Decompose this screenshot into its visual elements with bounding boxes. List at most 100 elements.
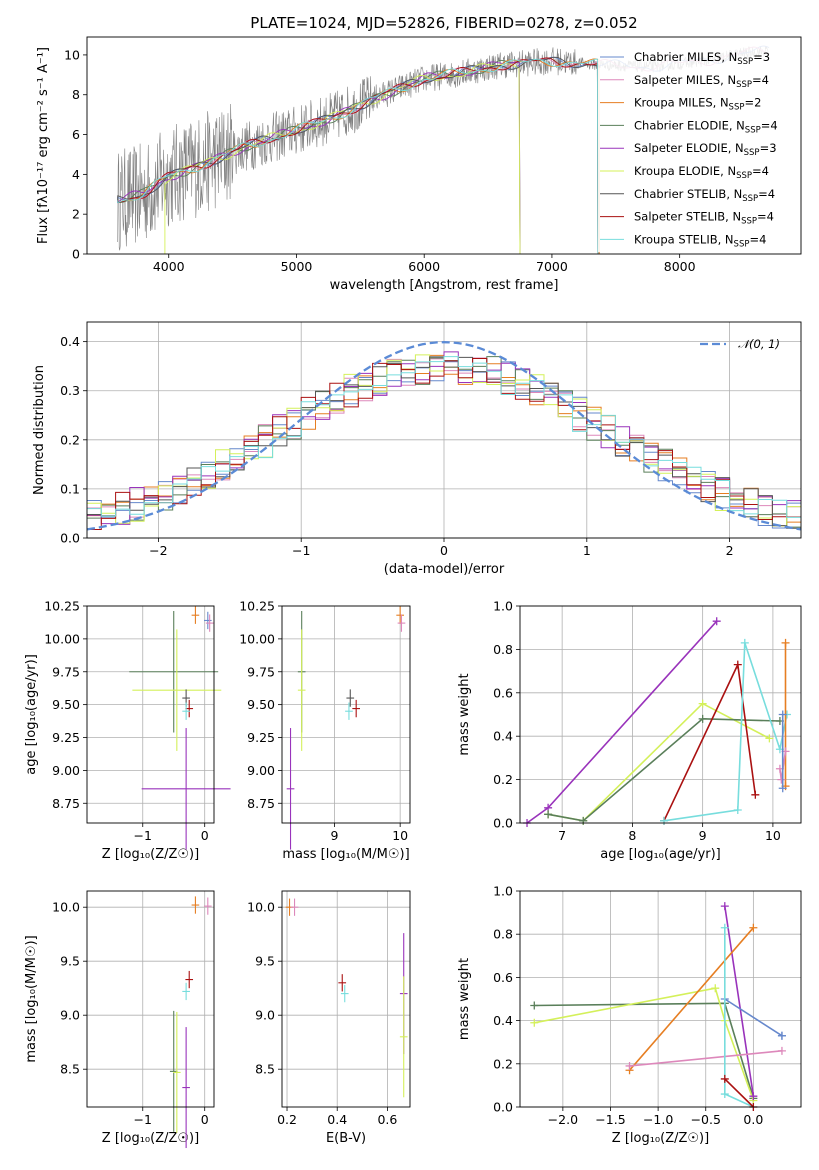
legend-label: Salpeter ELODIE, NSSP=3 [634, 141, 777, 158]
y-tick-label: 0.2 [493, 1056, 513, 1071]
weight-line-kroupa-elodie [534, 987, 755, 1101]
figure-title: PLATE=1024, MJD=52826, FIBERID=0278, z=0… [250, 14, 637, 32]
axes-frame [519, 890, 802, 1108]
data-point-marker [765, 734, 774, 743]
data-point-marker [720, 1090, 729, 1099]
y-tick-label: 9.25 [52, 730, 80, 745]
x-tick-label: −1 [292, 543, 310, 558]
data-point-marker [720, 902, 729, 911]
x-tick-label: 9 [331, 828, 339, 843]
y-tick-label: 0.4 [493, 729, 513, 744]
legend-label: Salpeter STELIB, NSSP=4 [634, 210, 774, 227]
x-tick-label: 7 [558, 828, 566, 843]
y-tick-label: 10.25 [239, 599, 275, 614]
y-tick-label: 9.00 [52, 763, 80, 778]
plot-area [523, 617, 791, 827]
y-tick-label: 0.2 [60, 432, 80, 447]
data-point-marker [660, 816, 669, 825]
x-tick-label: −2 [149, 543, 167, 558]
axes-frame [86, 605, 215, 824]
y-tick-label: 8.5 [255, 1062, 275, 1077]
weight-line-kroupa-miles [628, 927, 755, 1071]
model-line-salpeter-elodie [117, 61, 521, 254]
y-tick-label: 10.25 [44, 599, 80, 614]
x-axis-label: mass [log₁₀(M/M☉)] [282, 847, 409, 862]
weight-line-salpeter-stelib [663, 661, 757, 822]
y-tick-label: 10.0 [52, 900, 80, 915]
axes-frame [86, 36, 802, 255]
data-point-marker [698, 714, 707, 723]
y-tick-label: 0.1 [60, 481, 80, 496]
axes-frame [281, 890, 411, 1108]
x-axis-label: age [log₁₀(age/yr)] [600, 847, 721, 862]
x-tick-label: −1 [134, 828, 152, 843]
y-tick-label: 9.25 [247, 730, 275, 745]
x-tick-label: −2.0 [548, 1112, 578, 1127]
y-tick-label: 9.00 [247, 763, 275, 778]
x-tick-label: 10 [765, 828, 781, 843]
x-axis-label: Z [log₁₀(Z/Z☉)] [612, 1131, 709, 1146]
model-line-kroupa-stelib [117, 58, 599, 254]
weight-line-salpeter-elodie [724, 905, 755, 1097]
y-tick-label: 0.0 [60, 531, 80, 546]
x-tick-label: 0 [440, 543, 448, 558]
x-tick-label: 5000 [281, 259, 313, 274]
panel-mass_vs_ebv: 0.2 0.4 0.6 8.5 9.0 9.5 10.0 E(B-V) [247, 890, 411, 1146]
data-point-marker [544, 810, 553, 819]
y-tick-label: 9.0 [255, 1008, 275, 1023]
x-axis-label: Z [log₁₀(Z/Z☉)] [102, 1131, 199, 1146]
y-tick-label: 1.0 [493, 599, 513, 614]
y-tick-label: 6 [72, 127, 80, 142]
y-tick-label: 10.0 [247, 900, 275, 915]
legend-label: Kroupa MILES, NSSP=2 [634, 96, 761, 113]
plot-area [285, 898, 408, 1098]
data-point-marker [749, 1092, 758, 1101]
plot-area [530, 902, 786, 1111]
panel-spectrum: 4000 5000 6000 7000 8000 0 2 4 6 8 10 wavelength [A… [36, 36, 802, 293]
data-point-marker [579, 816, 588, 825]
panel-weight_vs_Z: −2.0 −1.5 −1.0 −0.5 0.0 0.0 0.2 0.4 0.6 0.8 1.0 Z [… [457, 884, 802, 1146]
data-point-marker [711, 984, 720, 993]
y-tick-label: 1.0 [493, 884, 513, 899]
plot-area [129, 606, 231, 850]
x-tick-label: 0.0 [743, 1112, 763, 1127]
legend-label: Chabrier STELIB, NSSP=4 [634, 187, 775, 204]
weight-line-chabrier-miles [724, 998, 783, 1037]
axes-frame [519, 605, 802, 824]
y-tick-label: 9.50 [52, 697, 80, 712]
y-tick-label: 0.3 [60, 383, 80, 398]
data-point-marker [778, 784, 787, 793]
y-tick-label: 9.5 [255, 954, 275, 969]
legend-background [598, 44, 798, 252]
y-tick-label: 9.50 [247, 697, 275, 712]
residual-histogram-salpeter-stelib [87, 358, 801, 530]
data-point-marker [720, 1074, 729, 1083]
plot-area [86, 341, 802, 531]
y-axis-label: mass [log₁₀(M/M☉)] [24, 935, 39, 1062]
y-tick-label: 8.75 [247, 796, 275, 811]
data-point-marker [777, 1031, 786, 1040]
data-point-marker [625, 1061, 634, 1070]
x-tick-label: 8000 [664, 259, 696, 274]
panel-age_vs_Z: −1 0 8.75 9.00 9.25 9.50 9.75 10.00 10.25 Z [log₁… [24, 599, 231, 862]
spectrum-legend: Chabrier MILES, NSSP=3 Salpeter MILES, NS… [598, 44, 798, 252]
data-point-marker [530, 1001, 539, 1010]
model-line-chabrier-elodie [117, 59, 521, 254]
y-tick-label: 0.6 [493, 685, 513, 700]
x-tick-label: 4000 [153, 259, 185, 274]
axes-frame [281, 605, 411, 824]
y-tick-label: 0.2 [493, 772, 513, 787]
y-tick-label: 0.4 [60, 334, 80, 349]
x-tick-label: 7000 [536, 259, 568, 274]
x-tick-label: 10 [392, 828, 408, 843]
x-tick-label: −0.5 [691, 1112, 721, 1127]
x-tick-label: −1 [134, 1112, 152, 1127]
data-point-marker [749, 923, 758, 932]
residual-histogram-kroupa-stelib [87, 356, 801, 518]
data-point-marker [698, 699, 707, 708]
y-tick-label: 9.0 [60, 1008, 80, 1023]
x-tick-label: 0.6 [377, 1112, 397, 1127]
weight-line-salpeter-miles [629, 1050, 782, 1067]
y-tick-label: 9.75 [52, 664, 80, 679]
